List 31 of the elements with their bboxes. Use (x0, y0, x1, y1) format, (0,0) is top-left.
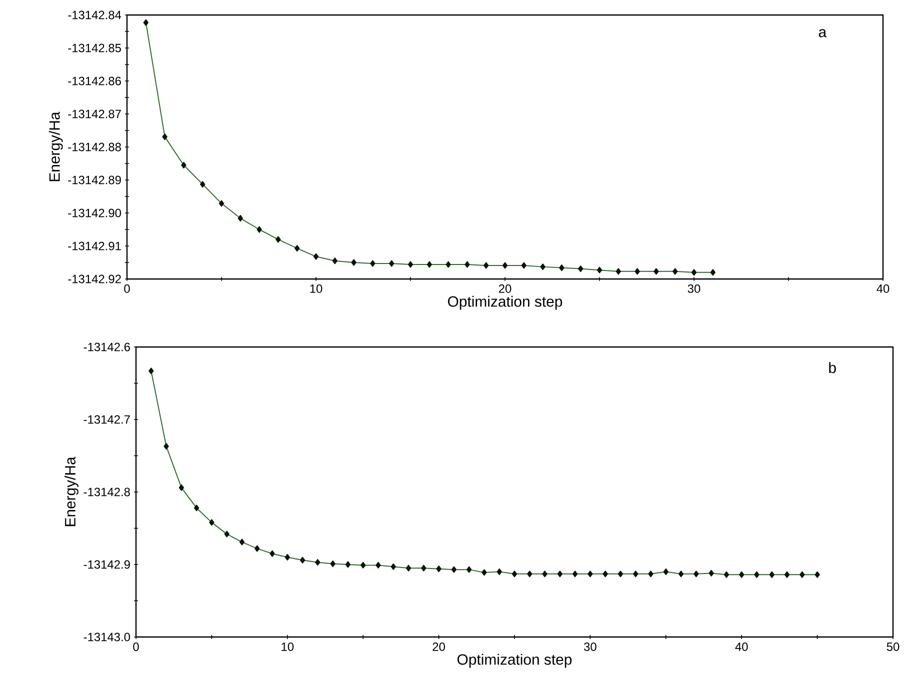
y-tick-label: -13142.92 (68, 274, 121, 284)
y-tick-label: -13142.86 (68, 76, 121, 86)
y-tick-label: -13142.6 (84, 342, 130, 352)
annotation: b (829, 362, 836, 374)
y-tick-label: -13142.8 (84, 488, 130, 496)
x-tick-label: 0 (124, 284, 130, 293)
x-tick-label: 0 (133, 642, 139, 651)
y-tick-label: -13142.90 (68, 208, 122, 218)
annotation: a (818, 29, 827, 38)
x-tick-label: 10 (282, 642, 294, 651)
y-tick-label: -13143.0 (84, 632, 130, 642)
x-tick-label: 20 (498, 284, 512, 293)
x-axis-title: Optimization step (457, 654, 572, 668)
y-tick-label: -13142.7 (84, 415, 130, 424)
x-tick-label: 40 (735, 642, 748, 651)
x-tick-label: 40 (876, 284, 890, 293)
y-tick-label: -13142.89 (68, 176, 121, 184)
x-tick-label: 10 (310, 284, 322, 293)
y-tick-label: -13142.87 (68, 110, 121, 118)
x-tick-label: 30 (688, 284, 700, 293)
y-tick-label: -13142.9 (84, 560, 130, 569)
x-tick-label: 20 (432, 642, 445, 651)
y-axis-title: Energy/Ha (64, 456, 78, 526)
y-tick-label: -13142.91 (68, 242, 121, 250)
x-tick-label: 30 (584, 642, 596, 651)
y-axis-title: Energy/Ha (48, 112, 63, 182)
y-tick-label: -13142.85 (68, 44, 121, 52)
x-tick-label: 50 (886, 642, 900, 651)
x-axis-title: Optimization step (448, 296, 562, 310)
y-tick-label: -13142.88 (68, 142, 121, 152)
y-tick-label: -13142.84 (68, 10, 122, 20)
